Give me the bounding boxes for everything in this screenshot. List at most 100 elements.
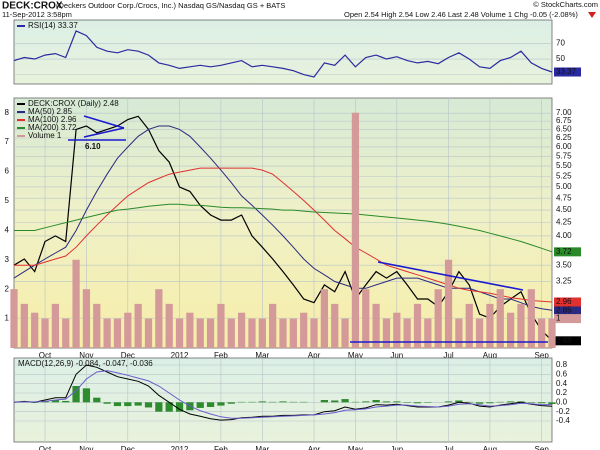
bar	[31, 312, 39, 348]
bar	[227, 402, 235, 404]
y2-tick-label: 2	[5, 284, 10, 293]
bar	[444, 401, 453, 403]
bar	[186, 312, 194, 348]
bar	[331, 400, 339, 403]
bar	[258, 318, 266, 348]
end-label-box	[554, 67, 581, 77]
trendline	[83, 115, 125, 129]
series-line	[13, 30, 553, 78]
x-tick-label: Feb	[214, 445, 228, 450]
y-tick-label: 7.00	[556, 108, 572, 117]
bar	[362, 289, 370, 348]
y2-tick-label: 1	[5, 314, 10, 323]
y-tick-label: 50	[556, 54, 565, 63]
bar	[155, 402, 163, 412]
x-tick-label: Jun	[390, 351, 403, 360]
x-tick-label: Sep	[535, 445, 550, 450]
bar	[20, 303, 28, 348]
quote: Open 2.54 High 2.54 Low 2.46 Last 2.48 V…	[344, 10, 578, 19]
bar	[434, 289, 442, 348]
bar	[41, 318, 49, 348]
bar	[103, 318, 111, 348]
y-tick-label: 3.25	[556, 277, 572, 286]
end-label-box	[554, 305, 581, 315]
x-tick-label: May	[348, 445, 363, 450]
y2-tick-label: 4	[5, 225, 10, 234]
y2-tick-label: 6	[5, 167, 10, 176]
bar	[62, 318, 70, 348]
end-label: 33.37	[556, 67, 577, 76]
bar	[413, 303, 422, 348]
bar	[382, 401, 391, 403]
trendline	[83, 127, 125, 138]
x-tick-label: Mar	[255, 351, 269, 360]
bar	[196, 402, 204, 408]
bar	[93, 303, 101, 348]
legend-label: MA(50) 2.85	[28, 107, 73, 116]
bar	[486, 303, 494, 348]
y2-tick-label: 5	[5, 196, 10, 205]
bar	[134, 402, 142, 406]
bar	[506, 401, 515, 403]
x-tick-label: Jul	[443, 351, 453, 360]
legend-label: Volume 1	[28, 131, 62, 140]
bar	[93, 397, 101, 403]
bar	[548, 318, 556, 348]
bar	[331, 303, 339, 348]
legend-label: RSI(14) 33.37	[28, 21, 78, 30]
bar	[279, 401, 287, 403]
x-tick-label: May	[348, 351, 363, 360]
x-tick-label: Nov	[79, 351, 93, 360]
y-tick-label: 6.75	[556, 116, 572, 125]
bar	[82, 289, 91, 348]
bar	[103, 402, 111, 404]
bar	[82, 388, 91, 403]
bar	[144, 318, 153, 348]
end-label: 2.96	[556, 297, 572, 306]
x-tick-label: Jul	[443, 445, 453, 450]
series-line	[14, 167, 553, 303]
end-label-box	[554, 336, 581, 346]
y-tick-label: 4.75	[556, 193, 572, 202]
bar	[393, 312, 401, 348]
bar	[341, 318, 349, 348]
x-tick-label: Mar	[255, 445, 269, 450]
x-tick-label: Apr	[308, 351, 321, 360]
bar	[217, 402, 225, 406]
y2-tick-label: 8	[5, 108, 10, 117]
series-line	[13, 115, 553, 342]
bar	[248, 318, 256, 348]
y-tick-label: 6.00	[556, 142, 572, 151]
y-tick-label: -0.4	[556, 416, 570, 425]
bar	[175, 402, 184, 412]
bar	[165, 303, 173, 348]
y-tick-label: 0.8	[556, 360, 568, 369]
bar	[341, 399, 349, 403]
bar	[424, 318, 432, 348]
y-tick-label: 0.0	[556, 397, 568, 406]
panel	[13, 357, 553, 443]
bar	[155, 289, 163, 348]
x-tick-label: Oct	[39, 351, 52, 360]
bar	[372, 303, 380, 348]
series-line	[14, 203, 553, 253]
bar	[269, 303, 277, 348]
bar	[165, 402, 173, 412]
y-tick-label: 4.25	[556, 218, 572, 227]
panel	[13, 19, 553, 85]
x-tick-label: Feb	[214, 351, 228, 360]
bar	[455, 400, 463, 403]
bar	[538, 402, 546, 404]
y2-tick-label: 7	[5, 137, 10, 146]
y-tick-label: 70	[556, 39, 565, 48]
series-line	[13, 370, 553, 419]
bar	[124, 402, 132, 407]
x-tick-label: Dec	[121, 445, 135, 450]
bar	[496, 289, 504, 348]
bar	[124, 312, 132, 348]
y-tick-label: 5.25	[556, 171, 572, 180]
bar	[475, 318, 484, 348]
bar	[517, 303, 525, 348]
y-tick-label: 0.6	[556, 369, 568, 378]
bar	[548, 402, 556, 405]
